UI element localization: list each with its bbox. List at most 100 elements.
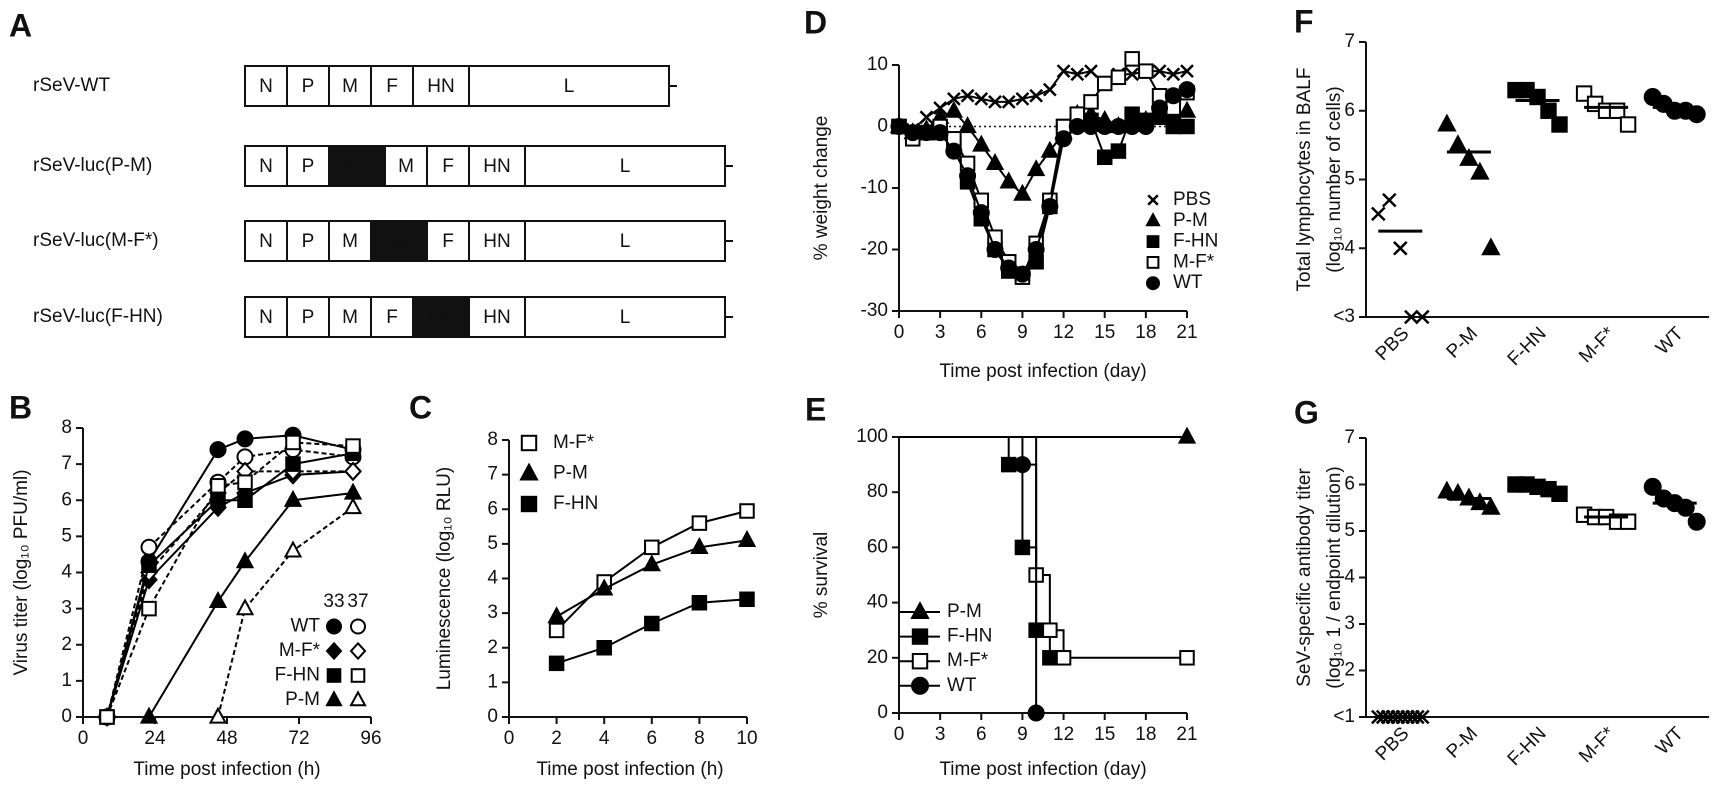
marker: [345, 438, 361, 454]
marker: [325, 690, 343, 707]
marker: [1145, 212, 1161, 227]
gene-box: [412, 296, 470, 338]
y-tick-label: 4: [1344, 237, 1355, 258]
y-tick-label: 8: [487, 429, 498, 450]
marker: [141, 557, 157, 574]
construct-label: rSeV-luc(F-HN): [33, 306, 163, 327]
legend-label: P-M: [553, 463, 588, 484]
legend-label: M-F*: [1173, 251, 1215, 272]
marker: [972, 204, 990, 222]
gene-label: P: [302, 156, 315, 177]
gene-box: [524, 220, 726, 262]
x-tick-label: 48: [216, 728, 237, 749]
legend-label: M-F*: [947, 650, 989, 671]
marker: [237, 474, 253, 490]
y-tick-label: 0: [877, 702, 888, 723]
y-tick-label: 40: [867, 592, 888, 613]
marker: [283, 540, 303, 558]
marker: [208, 591, 228, 609]
panel-letter: E: [805, 391, 826, 427]
marker: [1138, 63, 1154, 79]
marker: [343, 497, 363, 515]
gene-label: L: [620, 156, 631, 177]
y-axis-label: (log₁₀ 1 / endpoint dilution): [1324, 466, 1345, 688]
y-tick-label: 6: [1344, 474, 1355, 495]
marker: [235, 598, 255, 616]
marker: [325, 641, 343, 661]
x-tick-label: P-M: [1443, 323, 1482, 362]
y-axis-label: SeV-specific antibody titer: [1294, 468, 1315, 687]
legend-label: F-HN: [947, 626, 992, 647]
y-tick-label: 5: [487, 533, 498, 554]
y-axis-label: Virus titer (log₁₀ PFU/ml): [11, 469, 32, 675]
x-tick-label: 8: [694, 728, 705, 749]
marker: [691, 515, 708, 531]
x-tick-label: 18: [1135, 724, 1156, 745]
marker: [1470, 492, 1490, 511]
marker: [1643, 477, 1662, 496]
marker: [1459, 147, 1479, 166]
y-tick-label: 1: [61, 670, 72, 691]
marker: [349, 641, 367, 661]
series-line: [556, 598, 748, 665]
gene-label: luc: [429, 307, 453, 328]
marker: [595, 578, 614, 596]
y-tick-label: 7: [61, 453, 72, 474]
gene-box: [412, 65, 470, 107]
marker: [919, 110, 934, 125]
marker: [1393, 240, 1408, 256]
gene-label: N: [259, 76, 273, 97]
marker: [890, 118, 908, 135]
marker: [944, 100, 964, 118]
x-tick-label: 4: [599, 728, 610, 749]
panel-letter: B: [9, 389, 32, 425]
series-line: [106, 448, 354, 718]
marker: [1687, 512, 1706, 531]
y-tick-label: 3: [61, 598, 72, 619]
marker: [1000, 259, 1018, 277]
marker: [210, 492, 226, 508]
gene-label: N: [259, 156, 273, 177]
marker: [1177, 100, 1197, 118]
panel-letter: A: [9, 7, 32, 43]
marker: [1404, 309, 1419, 325]
legend-label: M-F*: [553, 432, 595, 453]
marker: [343, 482, 363, 500]
marker: [1029, 88, 1044, 103]
marker: [946, 91, 961, 106]
y-axis-label: Luminescence (log₁₀ RLU): [434, 467, 455, 690]
panel-letter: F: [1294, 3, 1314, 39]
marker: [1179, 118, 1195, 135]
marker: [1110, 69, 1127, 86]
y-tick-label: 60: [867, 536, 888, 557]
marker: [548, 655, 565, 672]
marker: [344, 461, 362, 482]
marker: [1146, 256, 1160, 269]
marker: [1481, 496, 1501, 515]
marker: [1151, 99, 1169, 117]
marker: [210, 478, 226, 494]
gene-label: HN: [427, 76, 454, 97]
marker: [1084, 64, 1098, 79]
construct-label: rSeV-WT: [33, 75, 110, 96]
marker: [1137, 118, 1155, 135]
marker: [1448, 134, 1468, 153]
gene-box: [468, 65, 670, 107]
y-tick-label: -20: [861, 239, 888, 260]
y-tick-label: 6: [1344, 100, 1355, 121]
gene-box: [524, 145, 726, 187]
marker: [1027, 241, 1045, 258]
y-axis-label: % survival: [811, 532, 832, 619]
marker: [1027, 704, 1045, 722]
y-tick-label: 80: [867, 481, 888, 502]
marker: [1013, 456, 1031, 474]
legend-label: P-M: [285, 689, 320, 710]
y-axis-label: % weight change: [811, 116, 832, 261]
gene-label: N: [259, 231, 273, 252]
gene-label: P: [302, 231, 315, 252]
gene-label: P: [302, 307, 315, 328]
y-tick-label: <3: [1333, 306, 1355, 327]
y-tick-label: 5: [1344, 520, 1355, 541]
gene-box: [328, 296, 372, 338]
marker: [931, 124, 949, 142]
